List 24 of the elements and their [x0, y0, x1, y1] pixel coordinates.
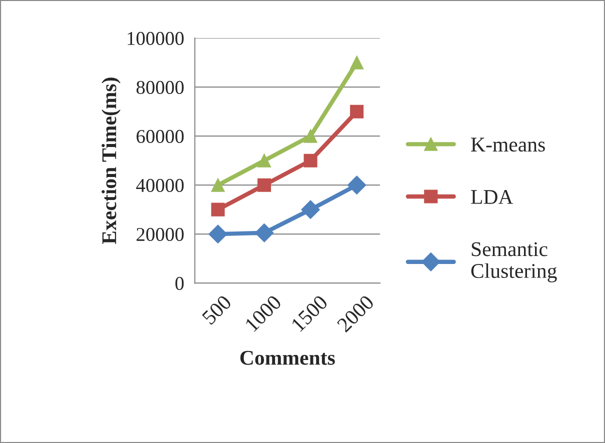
y-axis-title: Exection Time(ms) — [102, 78, 121, 244]
point — [304, 129, 318, 143]
y-tick-label: 80000 — [136, 80, 184, 94]
point — [211, 202, 225, 216]
point — [208, 224, 228, 244]
point — [304, 154, 318, 168]
point — [350, 104, 364, 118]
y-tick-label: 0 — [175, 276, 184, 290]
point — [257, 154, 272, 168]
legend-label: K-means — [471, 138, 545, 152]
x-tick-label: 500 — [202, 294, 232, 326]
point — [301, 200, 320, 219]
y-tick-label: 100000 — [128, 32, 184, 46]
y-tick-label: 40000 — [136, 178, 184, 192]
point — [254, 224, 274, 242]
legend-label: Semantic Clustering — [471, 242, 557, 282]
point — [257, 178, 272, 192]
point — [211, 178, 225, 192]
x-axis-title: Comments — [240, 350, 335, 365]
y-tick-label: 20000 — [136, 228, 184, 242]
legend-label: LDA — [471, 190, 514, 204]
y-tick-label: 60000 — [136, 130, 184, 144]
point — [347, 176, 366, 194]
point — [350, 56, 364, 70]
